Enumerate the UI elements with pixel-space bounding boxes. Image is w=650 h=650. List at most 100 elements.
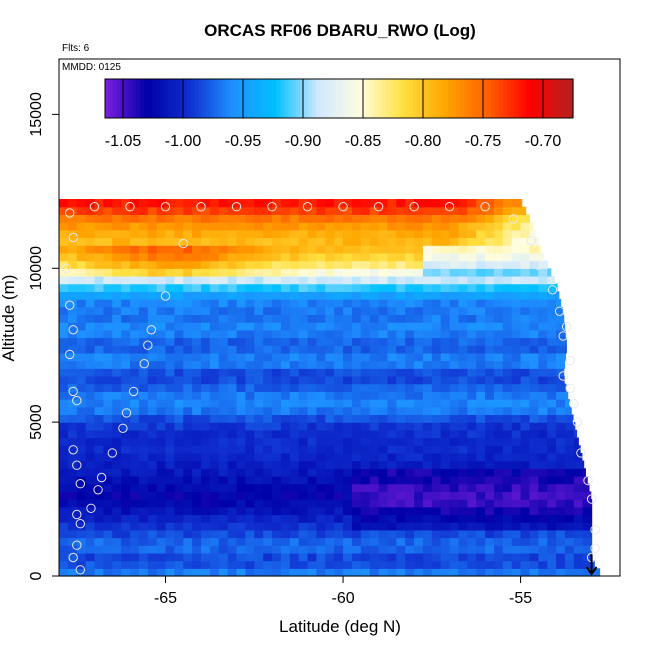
heatmap-cell [351, 506, 362, 516]
heatmap-cell [94, 537, 104, 546]
heatmap-cell [130, 506, 140, 516]
heatmap-cell [218, 545, 229, 554]
heatmap-cell [254, 568, 264, 577]
heatmap-cell [431, 360, 442, 369]
heatmap-cell [547, 306, 557, 316]
heatmap-cell [201, 252, 211, 262]
heatmap-cell [458, 437, 468, 446]
heatmap-cell [369, 199, 380, 208]
heatmap-cell [263, 506, 273, 516]
heatmap-cell [369, 452, 380, 462]
colorbar-segment [374, 79, 379, 118]
heatmap-cell [76, 560, 87, 569]
heatmap-cell [351, 268, 362, 277]
heatmap-cell [369, 275, 380, 285]
heatmap-cell [351, 275, 362, 285]
heatmap-cell [183, 568, 193, 577]
heatmap-cell [414, 537, 424, 546]
heatmap-cell [289, 391, 300, 400]
heatmap-cell [236, 275, 247, 285]
heatmap-cell [165, 245, 175, 254]
heatmap-cell [130, 499, 140, 508]
heatmap-cell [485, 537, 495, 546]
flight-point [61, 263, 71, 273]
heatmap-cell [493, 391, 504, 400]
heatmap-cell [369, 306, 380, 316]
heatmap-cell [343, 529, 353, 539]
heatmap-cell [121, 245, 131, 254]
heatmap-cell [547, 414, 557, 423]
heatmap-cell [165, 345, 175, 354]
heatmap-cell [227, 391, 238, 400]
heatmap-cell [298, 422, 309, 431]
heatmap-cell [316, 360, 326, 369]
heatmap-cell [547, 275, 555, 285]
heatmap-cell [236, 345, 247, 354]
flight-point [65, 300, 75, 310]
heatmap-cell [85, 429, 96, 439]
heatmap-cell [103, 314, 113, 323]
heatmap-cell [156, 491, 167, 500]
heatmap-cell [431, 406, 442, 416]
heatmap-cell [378, 229, 389, 239]
colorbar-segment [459, 79, 465, 118]
heatmap-cell [343, 314, 353, 323]
heatmap-cell [529, 406, 539, 416]
heatmap-cell [254, 529, 264, 539]
heatmap-cell [192, 452, 202, 462]
heatmap-cell [325, 360, 335, 369]
heatmap-cell [280, 422, 291, 431]
heatmap-cell [538, 337, 548, 346]
heatmap-cell [529, 522, 539, 531]
heatmap-cell [582, 468, 586, 477]
heatmap-cell [201, 437, 211, 446]
heatmap-cell [485, 260, 495, 269]
heatmap-cell [414, 360, 424, 369]
heatmap-cell [280, 222, 291, 231]
heatmap-cell [351, 529, 362, 539]
heatmap-cell [556, 552, 566, 562]
heatmap-cell [431, 291, 442, 300]
heatmap-cell [121, 237, 131, 246]
heatmap-cell [174, 337, 184, 346]
heatmap-cell [218, 491, 229, 500]
heatmap-cell [511, 499, 522, 508]
heatmap-cell [165, 368, 175, 377]
heatmap-cell [103, 537, 113, 546]
heatmap-cell [422, 337, 433, 346]
heatmap-cell [369, 422, 380, 431]
heatmap-cell [59, 352, 69, 362]
heatmap-cell [209, 499, 220, 508]
heatmap-cell [59, 491, 69, 500]
heatmap-cell [85, 406, 96, 416]
heatmap-cell [343, 422, 353, 431]
heatmap-cell [582, 499, 593, 508]
heatmap-cell [280, 352, 291, 362]
heatmap-cell [378, 368, 389, 377]
heatmap-cell [298, 506, 309, 516]
heatmap-cell [511, 375, 522, 385]
heatmap-cell [343, 283, 353, 292]
heatmap-cell [396, 452, 406, 462]
colorbar-segment [288, 79, 293, 118]
heatmap-cell [85, 322, 96, 331]
heatmap-cell [76, 199, 87, 208]
heatmap-cell [564, 522, 575, 531]
heatmap-cell [263, 237, 273, 246]
heatmap-cell [121, 291, 131, 300]
heatmap-cell [218, 483, 229, 492]
heatmap-cell [227, 399, 238, 408]
heatmap-cell [245, 306, 255, 316]
heatmap-cell [174, 560, 184, 569]
heatmap-cell [192, 291, 202, 300]
heatmap-cell [112, 268, 122, 277]
heatmap-cell [94, 452, 104, 462]
heatmap-cell [227, 514, 238, 523]
heatmap-cell [343, 406, 353, 416]
heatmap-cell [183, 537, 193, 546]
heatmap-cell [236, 537, 247, 546]
heatmap-cell [94, 337, 104, 346]
heatmap-cell [440, 222, 451, 231]
heatmap-cell [316, 529, 326, 539]
flight-point [72, 540, 82, 550]
